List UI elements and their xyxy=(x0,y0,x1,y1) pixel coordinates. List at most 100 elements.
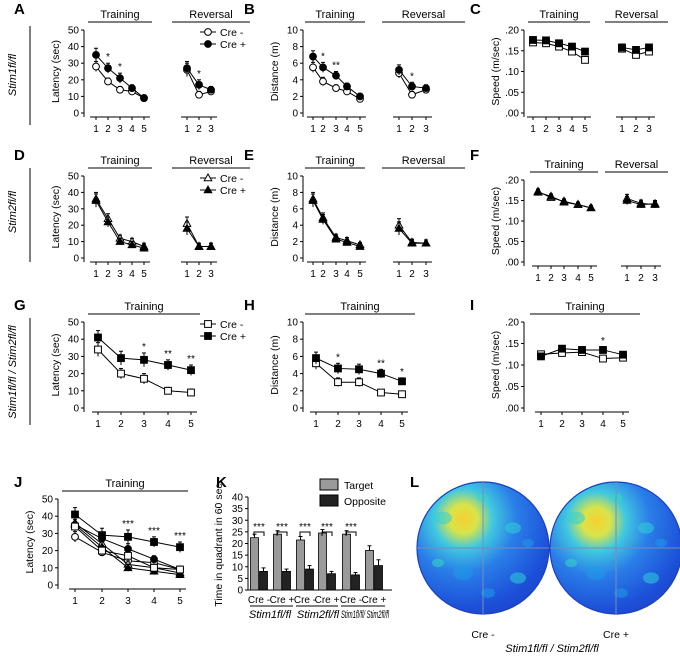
x-tick-label: 5 xyxy=(582,124,588,135)
significance-marker: *** xyxy=(122,519,134,530)
row-label-stim1: Stim1fl/fl xyxy=(7,53,19,96)
legend-marker xyxy=(204,28,212,36)
data-point xyxy=(618,43,626,52)
x-tick-label: 2 xyxy=(335,419,341,430)
x-tick-label: 4 xyxy=(378,419,384,430)
heatmap-blob xyxy=(434,511,452,525)
x-tick-label: 1 xyxy=(396,124,402,135)
significance-marker: * xyxy=(410,71,414,82)
data-point xyxy=(175,569,185,578)
panel-letter-h: H xyxy=(244,297,255,314)
x-tick-label: 4 xyxy=(569,124,575,135)
bar-target xyxy=(318,532,327,591)
data-point xyxy=(568,42,576,51)
y-tick-label: 10 xyxy=(42,563,54,574)
significance-marker: * xyxy=(118,62,122,73)
data-point xyxy=(319,63,327,72)
data-point xyxy=(334,364,342,373)
phase-label: Reversal xyxy=(189,9,232,21)
category-label: Cre + xyxy=(270,595,295,606)
x-tick-label: 4 xyxy=(344,124,350,135)
data-point xyxy=(207,85,215,94)
y-tick-label: 0 xyxy=(73,254,79,265)
heatmap-blob xyxy=(567,511,585,525)
y-tick-label: 30 xyxy=(232,516,244,527)
legend-label: Cre - xyxy=(220,173,244,185)
data-point xyxy=(91,195,101,204)
row-label-stim1-stim2: Stim1fl/fl / Stim2fl/fl xyxy=(7,325,19,419)
data-point xyxy=(599,354,607,363)
y-axis-label: Distance (m) xyxy=(269,42,281,102)
category-label: Cre - xyxy=(340,595,362,606)
data-point xyxy=(150,563,158,572)
legend-label: Cre - xyxy=(220,319,244,331)
data-point xyxy=(377,388,385,397)
data-point xyxy=(377,369,385,378)
x-tick-label: 1 xyxy=(184,269,190,280)
panel-letter-g: G xyxy=(14,297,26,314)
data-point xyxy=(650,198,660,208)
x-tick-label: 1 xyxy=(310,269,316,280)
x-tick-label: 1 xyxy=(313,419,319,430)
phase-label: Training xyxy=(544,159,583,171)
x-tick-label: 3 xyxy=(333,269,339,280)
data-point xyxy=(581,55,589,64)
phase-label: Training xyxy=(340,301,379,313)
data-point xyxy=(636,199,646,208)
y-tick-label: 0 xyxy=(47,581,53,592)
legend-marker xyxy=(204,332,212,340)
data-point xyxy=(559,197,569,206)
data-point xyxy=(546,191,556,200)
data-point xyxy=(318,214,328,223)
y-tick-label: 2 xyxy=(292,386,298,397)
data-point xyxy=(115,236,125,245)
heatmap-blob xyxy=(614,588,628,598)
heatmap-caption: Stim1fl/fl / Stim2fl/fl xyxy=(505,643,599,655)
data-point xyxy=(408,90,416,99)
data-point xyxy=(529,36,537,44)
y-tick-label: 40 xyxy=(68,188,80,199)
data-point xyxy=(355,365,363,374)
y-tick-label: 30 xyxy=(68,352,80,363)
y-tick-label: 20 xyxy=(68,75,80,86)
significance-marker: *** xyxy=(253,522,265,533)
y-tick-label: .15 xyxy=(505,339,519,350)
data-point xyxy=(619,350,627,359)
group-label-stim1: Stim1fl/fl xyxy=(249,609,292,621)
x-tick-label: 2 xyxy=(548,273,554,284)
data-point xyxy=(104,64,112,73)
x-tick-label: 1 xyxy=(619,124,625,135)
data-point xyxy=(194,241,204,250)
y-tick-label: .05 xyxy=(505,382,519,393)
bar-opposite xyxy=(305,568,314,591)
legend-label: Cre - xyxy=(220,27,244,39)
significance-bracket xyxy=(321,531,333,536)
y-tick-label: .15 xyxy=(505,196,519,207)
y-axis-label: Latency (sec) xyxy=(50,185,62,248)
bar-opposite xyxy=(327,573,336,591)
data-point xyxy=(422,84,430,92)
data-point xyxy=(92,51,100,59)
x-tick-label: 5 xyxy=(177,596,183,607)
panel-l: Cre - Cre + Stim1fl/fl / Stim2fl/fl xyxy=(416,481,680,655)
y-tick-label: 8 xyxy=(292,188,298,199)
significance-marker: ** xyxy=(164,349,172,360)
data-point xyxy=(334,378,342,387)
heatmap-blob xyxy=(643,572,659,584)
data-point xyxy=(124,532,132,541)
category-label: Cre - xyxy=(294,595,316,606)
phase-label: Training xyxy=(124,301,163,313)
y-tick-label: 40 xyxy=(68,335,80,346)
y-tick-label: 40 xyxy=(68,42,80,53)
y-tick-label: 10 xyxy=(68,237,80,248)
x-tick-label: 3 xyxy=(117,124,123,135)
y-tick-label: .05 xyxy=(505,237,519,248)
significance-marker: *** xyxy=(276,522,288,533)
y-tick-label: 4 xyxy=(292,369,298,380)
y-tick-label: .10 xyxy=(505,67,519,78)
panel-letter-k: K xyxy=(216,474,227,491)
y-tick-label: 10 xyxy=(68,386,80,397)
